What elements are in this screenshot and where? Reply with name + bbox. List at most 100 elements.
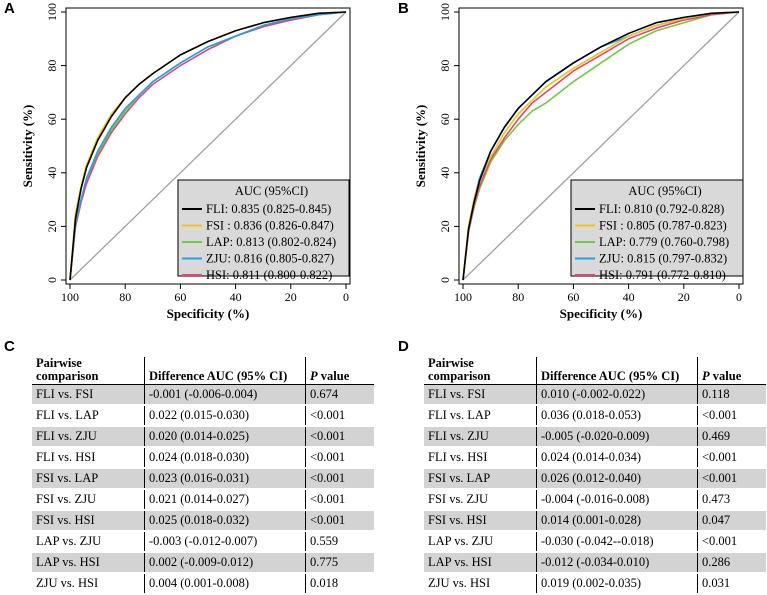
difference-cell: 0.014 (0.001-0.028) bbox=[536, 510, 698, 532]
difference-cell: 0.024 (0.014-0.034) bbox=[536, 447, 698, 469]
roc-chart-a: 0 20 40 60 80 100 100 80 60 40 20 0 Specificity (%) S… bbox=[20, 3, 351, 321]
comparison-cell: ZJU vs. HSI bbox=[32, 573, 145, 595]
table-row: FLI vs. FSI 0.010 (-0.002-0.022) 0.118 bbox=[424, 384, 766, 406]
difference-cell: 0.023 (0.016-0.031) bbox=[144, 468, 306, 490]
comparison-cell: FLI vs. ZJU bbox=[424, 426, 537, 448]
p-value-cell: <0.001 bbox=[305, 489, 374, 511]
difference-cell: -0.003 (-0.012-0.007) bbox=[144, 531, 306, 553]
header-p-value: P value bbox=[305, 357, 374, 385]
p-value-cell: <0.001 bbox=[305, 426, 374, 448]
comparison-cell: LAP vs. ZJU bbox=[424, 531, 537, 553]
x-tick-label: 0 bbox=[343, 290, 349, 304]
header-difference: Difference AUC (95% CI) bbox=[144, 357, 306, 385]
difference-cell: -0.004 (-0.016-0.008) bbox=[536, 489, 698, 511]
table-row: ZJU vs. HSI 0.019 (0.002-0.035) 0.031 bbox=[424, 573, 766, 595]
comparison-cell: ZJU vs. HSI bbox=[424, 573, 537, 595]
difference-cell: 0.020 (0.014-0.025) bbox=[144, 426, 306, 448]
roc-curve-hsi bbox=[462, 11, 740, 281]
comparison-cell: FSI vs. HSI bbox=[424, 510, 537, 532]
table-row: FLI vs. LAP 0.022 (0.015-0.030) <0.001 bbox=[32, 405, 374, 427]
x-tick-label: 20 bbox=[678, 290, 690, 304]
table-row: FLI vs. HSI 0.024 (0.014-0.034) <0.001 bbox=[424, 447, 766, 469]
legend-entry-hsi: HSI: 0.791 (0.772-0.810) bbox=[599, 268, 726, 282]
comparison-cell: FLI vs. LAP bbox=[32, 405, 145, 427]
y-axis-label: Sensitivity (%) bbox=[20, 105, 35, 188]
table-row: FLI vs. FSI -0.001 (-0.006-0.004) 0.674 bbox=[32, 384, 374, 406]
legend-entry-fli: FLI: 0.835 (0.825-0.845) bbox=[206, 202, 331, 216]
p-value-cell: <0.001 bbox=[305, 510, 374, 532]
x-tick-label: 40 bbox=[230, 290, 242, 304]
p-value-cell: 0.473 bbox=[697, 489, 766, 511]
table-header-row: Pairwise comparison Difference AUC (95% … bbox=[32, 357, 374, 385]
legend-box bbox=[570, 179, 744, 277]
legend-entry-fsi: FSI : 0.836 (0.826-0.847) bbox=[206, 219, 334, 233]
y-tick-label: 60 bbox=[438, 113, 452, 125]
legend: AUC (95%CI) FLI: 0.810 (0.792-0.828) FSI :… bbox=[570, 179, 744, 282]
comparison-cell: LAP vs. ZJU bbox=[32, 531, 145, 553]
p-value-cell: 0.047 bbox=[697, 510, 766, 532]
table-row: FLI vs. LAP 0.036 (0.018-0.053) <0.001 bbox=[424, 405, 766, 427]
legend-entry-fsi: FSI : 0.805 (0.787-0.823) bbox=[599, 219, 727, 233]
panel-label-a: A bbox=[4, 0, 15, 17]
legend-entry-hsi: HSI: 0.811 (0.800-0.822) bbox=[206, 268, 332, 282]
y-tick-label: 80 bbox=[438, 60, 452, 72]
legend-entry-zju: ZJU: 0.816 (0.805-0.827) bbox=[206, 252, 334, 266]
p-value-cell: 0.559 bbox=[305, 531, 374, 553]
table-row: LAP vs. ZJU -0.003 (-0.012-0.007) 0.559 bbox=[32, 531, 374, 553]
table-row: FLI vs. ZJU 0.020 (0.014-0.025) <0.001 bbox=[32, 426, 374, 448]
legend-entry-fli: FLI: 0.810 (0.792-0.828) bbox=[599, 202, 724, 216]
panel-label-b: B bbox=[398, 0, 409, 17]
difference-cell: 0.004 (0.001-0.008) bbox=[144, 573, 306, 595]
p-value-cell: 0.118 bbox=[697, 384, 766, 406]
legend-entry-lap: LAP: 0.813 (0.802-0.824) bbox=[206, 235, 336, 249]
x-axis-label: Specificity (%) bbox=[167, 306, 250, 321]
y-tick-label: 40 bbox=[438, 167, 452, 179]
p-value-cell: <0.001 bbox=[305, 405, 374, 427]
table-row: FSI vs. ZJU 0.021 (0.014-0.027) <0.001 bbox=[32, 489, 374, 511]
legend: AUC (95%CI) FLI: 0.835 (0.825-0.845) FSI :… bbox=[177, 179, 350, 282]
comparison-cell: FLI vs. FSI bbox=[424, 384, 537, 406]
x-tick-label: 60 bbox=[567, 290, 579, 304]
y-tick-label: 20 bbox=[438, 220, 452, 232]
comparison-cell: FLI vs. FSI bbox=[32, 384, 145, 406]
x-tick-label: 40 bbox=[623, 290, 635, 304]
comparison-cell: LAP vs. HSI bbox=[32, 552, 145, 574]
table-row: FSI vs. LAP 0.023 (0.016-0.031) <0.001 bbox=[32, 468, 374, 490]
y-tick-label: 60 bbox=[45, 113, 59, 125]
table-row: FLI vs. HSI 0.024 (0.018-0.030) <0.001 bbox=[32, 447, 374, 469]
comparison-cell: FSI vs. HSI bbox=[32, 510, 145, 532]
legend-title: AUC (95%CI) bbox=[628, 184, 701, 198]
comparison-table-c: Pairwise comparison Difference AUC (95% … bbox=[32, 357, 374, 595]
y-axis-label: Sensitivity (%) bbox=[413, 105, 428, 188]
p-value-cell: 0.286 bbox=[697, 552, 766, 574]
header-p-value: P value bbox=[697, 357, 766, 385]
x-tick-label: 20 bbox=[285, 290, 297, 304]
difference-cell: 0.026 (0.012-0.040) bbox=[536, 468, 698, 490]
p-value-cell: <0.001 bbox=[305, 468, 374, 490]
difference-cell: 0.022 (0.015-0.030) bbox=[144, 405, 306, 427]
p-value-cell: <0.001 bbox=[697, 447, 766, 469]
difference-cell: -0.030 (-0.042--0.018) bbox=[536, 531, 698, 553]
table-row: FSI vs. HSI 0.014 (0.001-0.028) 0.047 bbox=[424, 510, 766, 532]
table-row: FSI vs. HSI 0.025 (0.018-0.032) <0.001 bbox=[32, 510, 374, 532]
y-tick-label: 40 bbox=[45, 167, 59, 179]
legend-entry-zju: ZJU: 0.815 (0.797-0.832) bbox=[599, 252, 727, 266]
difference-cell: 0.019 (0.002-0.035) bbox=[536, 573, 698, 595]
roc-curve-zju bbox=[69, 11, 347, 281]
difference-cell: 0.002 (-0.009-0.012) bbox=[144, 552, 306, 574]
legend-title: AUC (95%CI) bbox=[235, 184, 308, 198]
p-value-cell: 0.674 bbox=[305, 384, 374, 406]
difference-cell: -0.012 (-0.034-0.010) bbox=[536, 552, 698, 574]
comparison-cell: FSI vs. ZJU bbox=[32, 489, 145, 511]
reference-diagonal bbox=[462, 11, 740, 281]
comparison-cell: FSI vs. ZJU bbox=[424, 489, 537, 511]
comparison-table-d: Pairwise comparison Difference AUC (95% … bbox=[424, 357, 766, 595]
table-header-row: Pairwise comparison Difference AUC (95% … bbox=[424, 357, 766, 385]
p-value-cell: <0.001 bbox=[697, 405, 766, 427]
y-tick-label: 0 bbox=[438, 277, 452, 283]
difference-cell: 0.021 (0.014-0.027) bbox=[144, 489, 306, 511]
reference-diagonal bbox=[69, 11, 347, 281]
roc-curve-fli bbox=[462, 11, 740, 281]
header-pairwise: Pairwise comparison bbox=[32, 357, 145, 385]
x-axis-label: Specificity (%) bbox=[560, 306, 643, 321]
